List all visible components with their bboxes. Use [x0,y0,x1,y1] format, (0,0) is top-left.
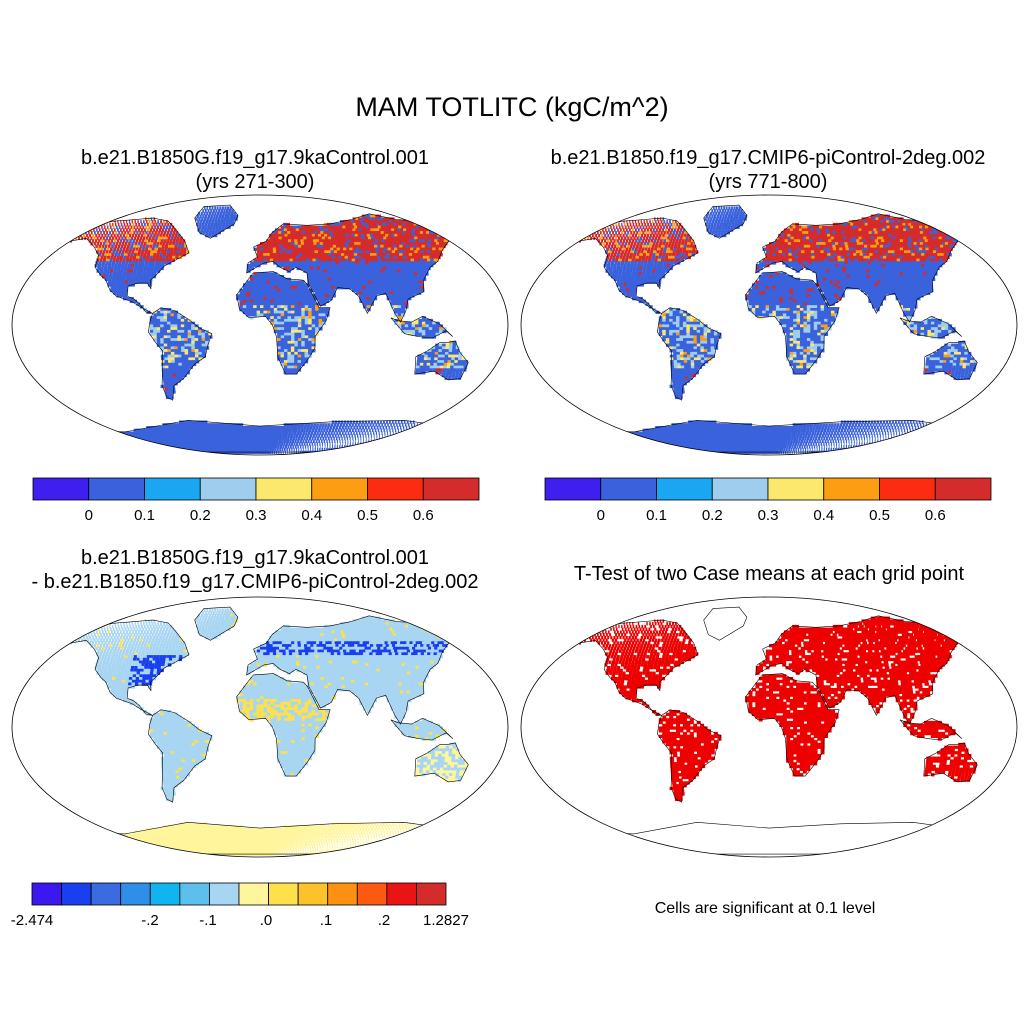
colorbar-tick-label: 0.1 [134,507,155,524]
colorbar-swatch [238,882,269,906]
colorbar-swatch [144,477,201,501]
colorbar-swatch [209,882,240,906]
colorbar-swatch [544,477,602,501]
colorbar-swatch [90,882,122,906]
panel-title-line1: b.e21.B1850G.f19_g17.9kaControl.001 [80,547,430,569]
colorbar-tick-label: 0.4 [301,507,322,524]
map-border [520,194,1018,456]
significance-note: Cells are significant at 0.1 level [654,900,876,917]
colorbar-tick-label: 0.2 [702,507,723,524]
coastline [562,204,989,453]
colorbar-swatch [356,882,388,906]
panel-title-top-right: b.e21.B1850.f19_g17.CMIP6-piControl-2deg… [517,146,1019,194]
panel-title-line2: - b.e21.B1850.f19_g17.CMIP6-piControl-2d… [31,571,479,593]
colorbar-tick-label: 0.5 [869,507,890,524]
map-border [11,596,509,858]
colorbar-swatch [823,477,880,501]
panel-title-line1: T-Test of two Case means at each grid po… [573,563,965,585]
map-border [11,194,509,456]
colorbar-tick-label: 0.1 [646,507,667,524]
map-panel-bottom-right [520,596,1018,858]
colorbar-tick-label: 1.2827 [423,912,469,929]
colorbar-tick-label: .0 [260,912,273,929]
panel-title-bottom-right: T-Test of two Case means at each grid po… [520,562,1018,586]
main-title: MAM TOTLITC (kgC/m^2) [355,92,669,122]
coastline [53,606,480,855]
colorbar-top-right: 0 0.1 0.2 0.3 0.4 0.5 0.6 [544,477,992,524]
panel-title-line2: (yrs 271-300) [195,171,315,193]
colorbar-swatch [386,882,417,906]
colorbar-swatch [61,882,92,906]
panel-title-line1: b.e21.B1850.f19_g17.CMIP6-piControl-2deg… [550,147,986,169]
colorbar-tick-label: 0.2 [190,507,211,524]
colorbar-tick-label: 0.3 [758,507,779,524]
colorbar-tick-label: 0.3 [246,507,267,524]
colorbar-tick-label: -.1 [199,912,217,929]
map-panel-bottom-left [11,596,509,858]
colorbar-tick-label: -.2 [141,912,159,929]
colorbar-tick-label: .1 [320,912,333,929]
colorbar-swatch [32,477,90,501]
colorbar-swatch [422,477,480,501]
coastline [53,204,480,453]
colorbar-tick-label: 0.4 [813,507,834,524]
colorbar-swatch [367,477,424,501]
panel-title-line2: (yrs 771-800) [708,171,828,193]
map-panel-top-right [520,194,1018,456]
colorbar-swatch [934,477,992,501]
colorbar-swatch [656,477,713,501]
colorbar-tick-label: 0.6 [413,507,434,524]
colorbar-swatch [31,882,62,906]
map-panel-top-left [11,194,509,456]
colorbar-top-left: 0 0.1 0.2 0.3 0.4 0.5 0.6 [32,477,480,524]
colorbar-swatch [297,882,329,906]
colorbar-swatch [711,477,769,501]
colorbar-swatch [268,882,299,906]
map-border [520,596,1018,858]
colorbar-swatch [327,882,358,906]
panel-title-line1: b.e21.B1850G.f19_g17.9kaControl.001 [80,147,430,169]
colorbar-tick-label: -2.474 [11,912,54,929]
colorbar-swatch [311,477,368,501]
panel-title-top-left: b.e21.B1850G.f19_g17.9kaControl.001 (yrs… [55,146,455,194]
colorbar-swatch [199,477,257,501]
colorbar-swatch [120,882,151,906]
colorbar-swatch [255,477,313,501]
colorbar-swatch [767,477,825,501]
colorbar-swatch [88,477,145,501]
colorbar-swatch [600,477,657,501]
colorbar-tick-label: 0 [85,507,93,524]
colorbar-tick-label: 0.6 [925,507,946,524]
coastline [562,606,989,855]
colorbar-tick-label: 0.5 [357,507,378,524]
colorbar-swatch [179,882,210,906]
colorbar-tick-label: 0 [597,507,605,524]
colorbar-tick-label: .2 [378,912,391,929]
panel-title-bottom-left: b.e21.B1850G.f19_g17.9kaControl.001 - b.… [0,546,510,594]
colorbar-bottom-left: -2.474 -.2 -.1 .0 .1 .2 1.2827 [11,882,469,929]
colorbar-swatch [879,477,936,501]
colorbar-swatch [416,882,447,906]
colorbar-swatch [149,882,181,906]
